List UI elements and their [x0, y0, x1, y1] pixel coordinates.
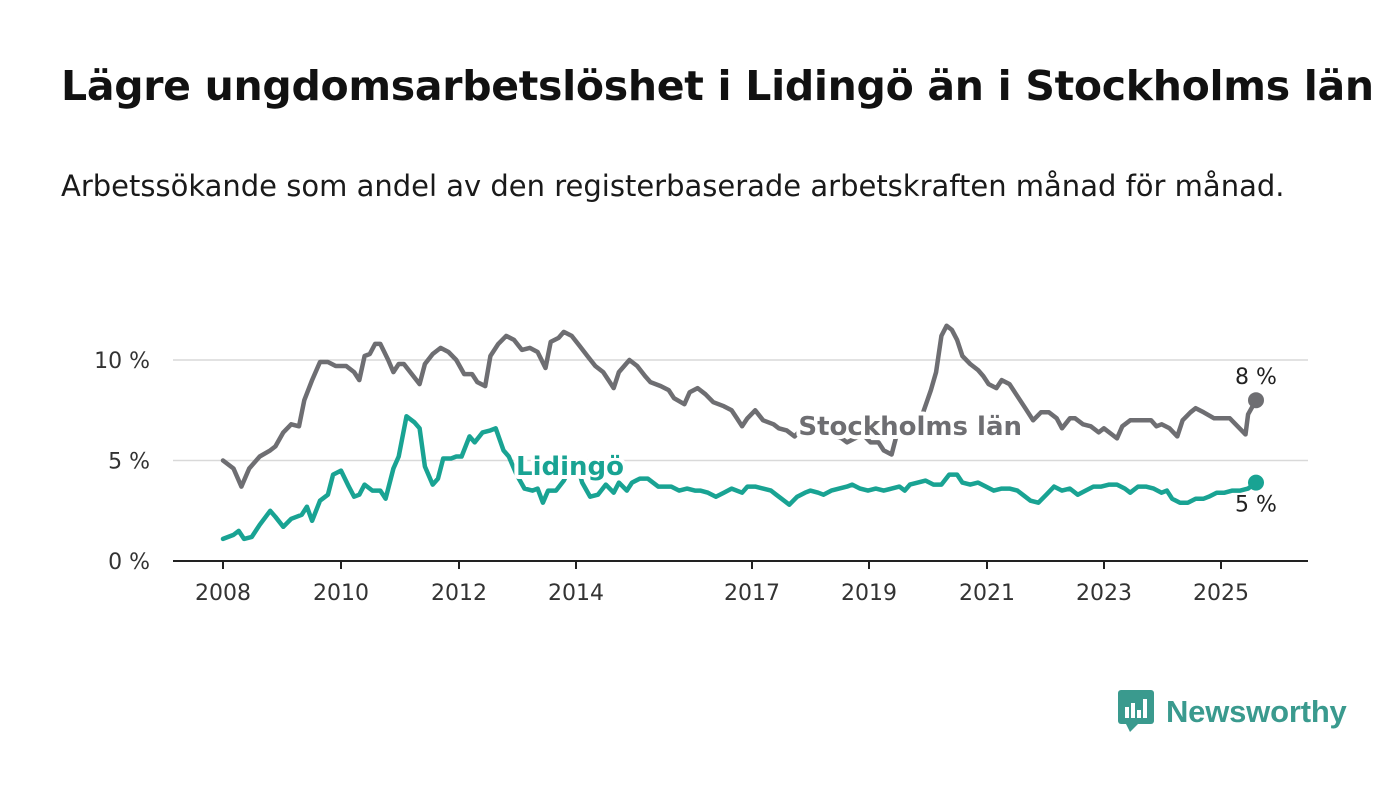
lidingo-end-label: 5 % [1235, 493, 1277, 518]
lidingo-line [220, 414, 1259, 542]
stockholm-end-label: 8 % [1235, 365, 1277, 390]
lidingo-series-label-halo: Lidingö [516, 452, 624, 482]
stockholm-end-point [1248, 392, 1264, 409]
newsworthy-logo[interactable]: Newsworthy [1118, 690, 1347, 734]
brand-name: Newsworthy [1166, 694, 1347, 729]
y-tick-label: 10 % [94, 349, 150, 374]
x-tick-label: 2010 [313, 581, 369, 606]
x-tick-label: 2021 [959, 581, 1015, 606]
x-tick-label: 2014 [548, 581, 604, 606]
newsworthy-logo-icon [1118, 690, 1154, 732]
x-tick-label: 2019 [841, 581, 897, 606]
x-tick-label: 2023 [1076, 581, 1132, 606]
stockholm-line [220, 323, 1259, 489]
lidingo-end-point [1248, 474, 1264, 491]
x-tick-label: 2012 [431, 581, 487, 606]
lidingo-series-label: Lidingö [516, 452, 624, 482]
x-tick-label: 2025 [1193, 581, 1249, 606]
stockholm-series-label-halo: Stockholms län [798, 412, 1022, 442]
stockholm-series-label: Stockholms län [798, 412, 1022, 442]
x-tick-label: 2008 [195, 581, 251, 606]
chart-subtitle: Arbetssökande som andel av den registerb… [61, 169, 1285, 203]
chart-title: Lägre ungdomsarbetslöshet i Lidingö än i… [61, 62, 1374, 110]
y-tick-label: 5 % [108, 450, 150, 475]
x-tick-label: 2017 [724, 581, 780, 606]
y-tick-label: 0 % [108, 550, 150, 575]
